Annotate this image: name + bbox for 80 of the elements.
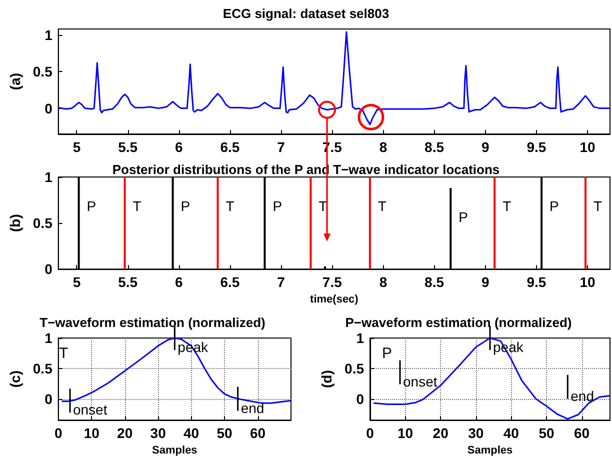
x-tick-label: 9 — [481, 274, 490, 290]
bar — [584, 177, 586, 270]
x-tick-label: 20 — [117, 425, 133, 442]
annotation: T — [59, 345, 68, 362]
x-tick-label: 0 — [366, 425, 374, 442]
x-tick-label: 9.5 — [526, 139, 546, 155]
x-tick-label: 60 — [250, 425, 266, 442]
x-tick-label: 40 — [503, 425, 520, 442]
x-tick-label: 6 — [175, 274, 184, 290]
x-axis-title: time(sec) — [310, 294, 359, 306]
data-label: T — [593, 198, 602, 214]
x-tick-label: 5.5 — [118, 274, 138, 290]
x-tick-label: 5 — [72, 139, 81, 155]
x-tick-label: 50 — [538, 425, 554, 442]
annotation: onset — [403, 373, 438, 390]
x-tick-label: 8 — [379, 274, 388, 290]
y-tick-label: 0.5 — [32, 64, 53, 80]
y-axis-title: (b) — [7, 214, 23, 232]
y-tick-label: 0 — [44, 390, 53, 407]
y-axis-title: (c) — [7, 370, 23, 388]
x-tick-label: 10 — [580, 274, 596, 290]
data-label: P — [458, 209, 468, 226]
x-tick-label: 50 — [216, 425, 233, 442]
y-tick-label: 1 — [356, 330, 364, 346]
x-tick-label: 9 — [481, 139, 490, 155]
y-tick-label: 0.5 — [32, 360, 53, 376]
x-tick-label: 6 — [175, 139, 184, 155]
chart-title: T−waveform estimation (normalized) — [40, 315, 266, 330]
x-tick-label: 6.5 — [220, 139, 240, 155]
x-tick-label: 30 — [468, 425, 484, 442]
y-axis-title: (a) — [7, 72, 23, 90]
x-tick-label: 8.5 — [424, 274, 444, 290]
data-label: P — [550, 198, 559, 214]
y-tick-label: 1 — [44, 330, 53, 346]
x-tick-label: 10 — [398, 425, 414, 442]
data-label: T — [226, 198, 235, 214]
bar — [368, 177, 371, 270]
bar — [216, 177, 219, 270]
y-tick-label: 0 — [44, 261, 53, 278]
data-label: T — [502, 198, 512, 214]
x-tick-label: 5 — [72, 274, 81, 290]
bar — [310, 177, 312, 270]
data-label: P — [272, 198, 282, 214]
y-tick-label: 0 — [44, 100, 53, 116]
data-label: T — [378, 198, 387, 214]
y-tick-label: 0.5 — [32, 215, 53, 232]
x-axis-title: Samples — [467, 444, 513, 456]
x-tick-label: 7 — [277, 274, 286, 290]
x-tick-label: 9.5 — [526, 274, 546, 290]
chart-title: P−waveform estimation (normalized) — [345, 315, 572, 330]
x-tick-label: 7 — [277, 139, 286, 155]
annotation: onset — [72, 402, 108, 418]
chart-title: ECG signal: dataset sel803 — [222, 6, 390, 21]
x-tick-label: 8.5 — [424, 139, 444, 155]
y-tick-label: 1 — [44, 26, 53, 43]
annotation: P — [382, 345, 392, 362]
annotation: end — [570, 388, 594, 404]
x-tick-label: 10 — [84, 425, 100, 442]
x-tick-label: 60 — [574, 425, 590, 442]
data-label: P — [86, 198, 96, 214]
x-tick-label: 20 — [432, 425, 449, 442]
y-axis-title: (d) — [318, 370, 335, 388]
x-tick-label: 7.5 — [322, 274, 342, 290]
x-tick-label: 5.5 — [118, 139, 138, 155]
line-series — [58, 31, 611, 126]
data-label: P — [180, 198, 190, 214]
data-label: T — [132, 198, 142, 214]
y-tick-label: 0 — [356, 390, 364, 407]
x-tick-label: 30 — [150, 425, 166, 442]
bar — [494, 177, 496, 270]
annotation: end — [240, 400, 264, 416]
bar — [124, 177, 126, 270]
x-tick-label: 6.5 — [220, 274, 240, 290]
data-label: T — [318, 198, 328, 214]
y-tick-label: 1 — [44, 169, 53, 185]
y-tick-label: 0.5 — [344, 360, 364, 376]
x-tick-label: 40 — [184, 425, 200, 442]
x-axis-title: Samples — [152, 444, 198, 456]
x-tick-label: 8 — [379, 139, 388, 155]
x-tick-label: 10 — [580, 139, 596, 155]
